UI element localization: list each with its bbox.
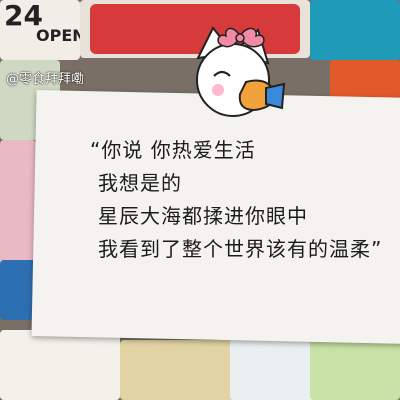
sticker-open-text: OPEN (36, 26, 86, 45)
sticker-blue-bottom (0, 260, 36, 320)
note-line-1: “你说 你热爱生活 (90, 138, 256, 162)
note-line-3: 星辰大海都揉进你眼中 (98, 204, 308, 228)
watermark-handle: @零食拜拜嘞 (6, 72, 85, 87)
sticker-blue (310, 0, 400, 60)
note-text: “你说 你热爱生活 我想是的 星辰大海都揉进你眼中 我看到了整个世界该有的温柔” (62, 140, 400, 272)
cat-sticker-icon (196, 26, 286, 117)
note-line-2: 我想是的 (98, 171, 182, 195)
sticker-24-hour-open: 24 OPEN (0, 0, 86, 60)
sticker-bottom-left (0, 330, 120, 400)
sticker-24-text: 24 (4, 0, 43, 32)
sticker-orange (330, 60, 400, 100)
sticker-pink (0, 140, 36, 280)
sticker-bottom-center (120, 340, 240, 400)
note-line-4: 我看到了整个世界该有的温柔” (98, 237, 383, 261)
sticker-red (90, 4, 300, 54)
